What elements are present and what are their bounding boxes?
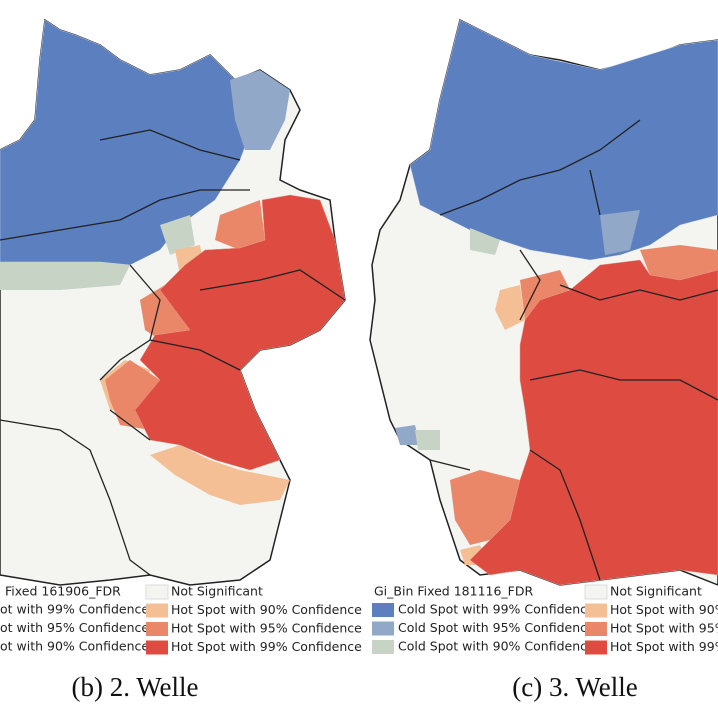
legend-swatch — [146, 622, 168, 636]
legend-label: Cold Spot with 90% Confidence — [398, 639, 595, 654]
caption: (c) 3. Welle — [512, 672, 638, 702]
legend-swatch — [372, 621, 394, 636]
cold-spot-region — [409, 19, 718, 261]
legend-title: Gi_Bin Fixed 181116_FDR — [374, 584, 534, 599]
legend-label: Cold Spot with 99% Confidence — [398, 602, 595, 617]
map-c — [369, 18, 718, 586]
hot-spot-99-region — [469, 259, 718, 586]
legend-swatch — [585, 603, 607, 618]
cold-spot-95-region — [230, 70, 290, 150]
legend-label: ot with 95% Confidence — [0, 620, 149, 635]
legend-label: Hot Spot with 95% — [610, 621, 718, 636]
caption: (b) 2. Welle — [71, 672, 198, 702]
legend-title: Fixed 161906_FDR — [5, 584, 121, 599]
legend-label: Not Significant — [610, 584, 702, 599]
legend-label: ot with 90% Confidence — [0, 639, 149, 654]
state-borders — [429, 119, 718, 581]
legend-label: Hot Spot with 99% — [610, 639, 718, 654]
cold-spot-95-region — [395, 210, 640, 445]
legend-swatch — [145, 584, 169, 600]
state-borders — [0, 129, 346, 576]
legend-label: Hot Spot with 99% Confidence — [171, 639, 362, 654]
legend-swatch — [146, 640, 168, 655]
legend-label: Cold Spot with 95% Confidence — [398, 620, 595, 635]
legend-label: Hot Spot with 90% Confidence — [171, 602, 362, 617]
legend-swatch — [372, 603, 394, 617]
legend-label: Hot Spot with 90% — [610, 602, 718, 617]
legend-swatch — [585, 622, 607, 636]
map-b — [0, 18, 346, 586]
legend-swatch — [585, 640, 607, 655]
cold-spot-90-region — [0, 215, 195, 290]
cold-spot-90-region — [415, 228, 500, 450]
legend-swatch — [584, 584, 608, 600]
hot-spot-95-region — [450, 245, 718, 545]
legend-label: Hot Spot with 95% Confidence — [171, 621, 362, 636]
legend-swatch — [372, 640, 394, 654]
legend-swatch — [146, 603, 168, 618]
legend-label: ot with 99% Confidence — [0, 602, 149, 617]
legend-label: Not Significant — [171, 584, 263, 599]
